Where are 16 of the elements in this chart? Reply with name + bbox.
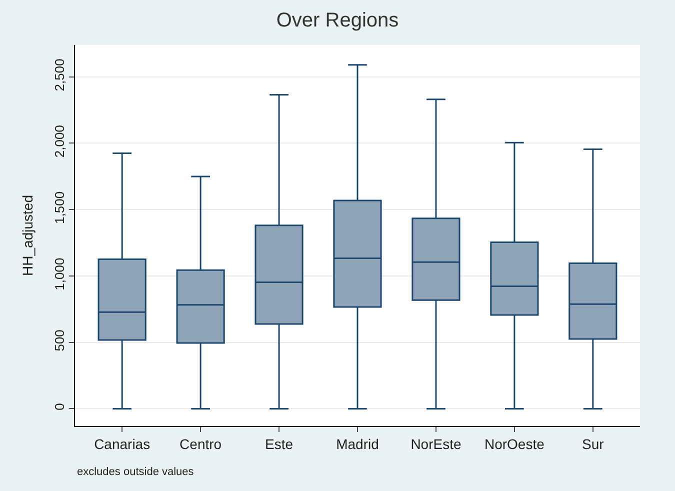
text: excludes outside values — [77, 466, 194, 478]
y-axis-title: HH_adjusted — [19, 195, 36, 276]
y-tick-label: 2,000 — [52, 125, 67, 158]
chart-title: Over Regions — [276, 9, 399, 32]
y-tick-label: 1,500 — [52, 191, 67, 224]
y-tick-label: 0 — [52, 403, 67, 410]
x-tick-label: Este — [265, 436, 294, 452]
x-tick-label: Canarias — [94, 436, 150, 452]
x-tick-label: NorOeste — [484, 436, 545, 452]
x-tick-label: Centro — [180, 436, 222, 452]
y-tick-label: 1,000 — [52, 258, 67, 290]
y-tick-label: 500 — [52, 330, 67, 352]
y-tick-label: 2,500 — [52, 58, 67, 92]
x-tick-label: Madrid — [336, 436, 379, 452]
x-tick-label: NorEste — [410, 436, 462, 452]
x-tick-label: Sur — [582, 436, 604, 452]
